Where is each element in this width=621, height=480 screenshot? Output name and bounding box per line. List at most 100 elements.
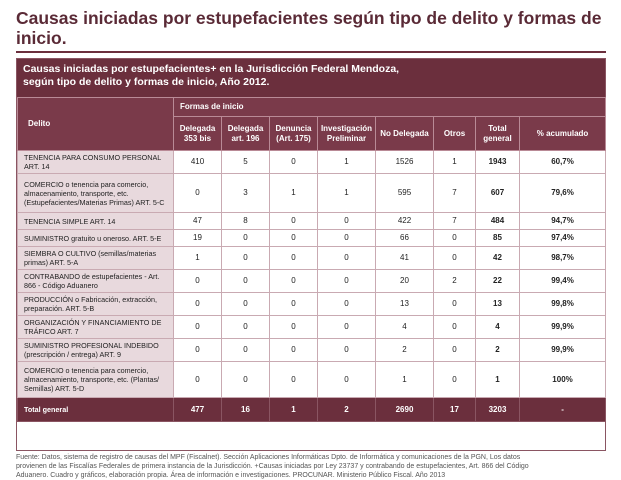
table-cell: 16 xyxy=(221,397,270,422)
title-divider xyxy=(16,51,606,53)
table-cell: 0 xyxy=(221,292,270,316)
table-cell: 0 xyxy=(221,229,270,247)
table-cell: 484 xyxy=(475,212,520,230)
table-frame: Causas iniciadas por estupefacientes+ en… xyxy=(16,58,607,451)
table-cell: 0 xyxy=(269,150,318,174)
table-row: PRODUCCIÓN o Fabricación, extracción, pr… xyxy=(17,292,607,316)
table-cell: 1 xyxy=(269,173,318,213)
table-row: SUMINISTRO gratuito u oneroso. ART. 5-E 1… xyxy=(17,229,607,247)
table-cell: 1 xyxy=(475,361,520,398)
table-cell: 13 xyxy=(475,292,520,316)
row-label: SIEMBRA O CULTIVO (semillas/materias pri… xyxy=(17,246,174,270)
table-cell: 0 xyxy=(433,229,476,247)
table-cell: 66 xyxy=(375,229,434,247)
table-cell: 0 xyxy=(433,361,476,398)
table-cell: 19 xyxy=(173,229,222,247)
table-cell: 1943 xyxy=(475,150,520,174)
table-cell: 99,9% xyxy=(518,338,607,362)
table-cell: 0 xyxy=(173,173,222,213)
table-cell: 1 xyxy=(433,150,476,174)
table-cell: 0 xyxy=(433,292,476,316)
table-row: COMERCIO o tenencia para comercio, almac… xyxy=(17,173,607,213)
table-cell: 0 xyxy=(173,361,222,398)
table-cell: 1 xyxy=(375,361,434,398)
row-label: PRODUCCIÓN o Fabricación, extracción, pr… xyxy=(17,292,174,316)
table-cell: 607 xyxy=(475,173,520,213)
table-cell: 595 xyxy=(375,173,434,213)
table-cell: 0 xyxy=(269,338,318,362)
table-cell: 3 xyxy=(221,173,270,213)
table-row: COMERCIO o tenencia para comercio, almac… xyxy=(17,361,607,398)
table-cell: 8 xyxy=(221,212,270,230)
table-cell: 1 xyxy=(317,150,376,174)
table-cell: 4 xyxy=(375,315,434,339)
col-header: Delegada art. 196 xyxy=(221,116,270,151)
table-cell: 41 xyxy=(375,246,434,270)
table-cell: 47 xyxy=(173,212,222,230)
table-cell: 0 xyxy=(317,338,376,362)
table-cell: 79,6% xyxy=(518,173,607,213)
table-cell: 0 xyxy=(317,315,376,339)
table-cell: 0 xyxy=(269,229,318,247)
table-cell: 2690 xyxy=(375,397,434,422)
col-header: Total general xyxy=(475,116,520,151)
table-cell: 13 xyxy=(375,292,434,316)
col-header: Delegada 353 bis xyxy=(173,116,222,151)
table-cell: 477 xyxy=(173,397,222,422)
table-cell: 0 xyxy=(173,292,222,316)
table-cell: 94,7% xyxy=(518,212,607,230)
table-cell: 0 xyxy=(433,315,476,339)
page-title: Causas iniciadas por estupefacientes seg… xyxy=(16,8,602,48)
table-cell: 410 xyxy=(173,150,222,174)
table-cell: 0 xyxy=(173,315,222,339)
table-cell: 99,4% xyxy=(518,269,607,293)
table-cell: 0 xyxy=(221,361,270,398)
table-cell: 17 xyxy=(433,397,476,422)
row-label: CONTRABANDO de estupefacientes - Art. 86… xyxy=(17,269,174,293)
table-cell: 0 xyxy=(317,361,376,398)
header-formas-de-inicio: Formas de inicio xyxy=(172,97,607,117)
table-row: CONTRABANDO de estupefacientes - Art. 86… xyxy=(17,269,607,293)
table-cell: 0 xyxy=(221,338,270,362)
table-cell: 1 xyxy=(173,246,222,270)
table-row: SIEMBRA O CULTIVO (semillas/materias pri… xyxy=(17,246,607,270)
table-cell: 7 xyxy=(433,212,476,230)
table-cell: 5 xyxy=(221,150,270,174)
row-label: ORGANIZACIÓN Y FINANCIAMIENTO DE TRÁFICO… xyxy=(17,315,174,339)
table-row: TENENCIA PARA CONSUMO PERSONAL ART. 14 41… xyxy=(17,150,607,174)
col-header: % acumulado xyxy=(518,116,607,151)
table-caption-line2: según tipo de delito y formas de inicio,… xyxy=(23,76,270,88)
table-cell: 100% xyxy=(518,361,607,398)
table-cell: 99,8% xyxy=(518,292,607,316)
table-cell: 0 xyxy=(317,246,376,270)
table-row: ORGANIZACIÓN Y FINANCIAMIENTO DE TRÁFICO… xyxy=(17,315,607,339)
table-cell: 1 xyxy=(317,173,376,213)
table-cell: 0 xyxy=(269,212,318,230)
footnote-line1: Fuente: Datos, sistema de registro de ca… xyxy=(16,454,521,461)
table-cell: 0 xyxy=(221,246,270,270)
table-cell: 20 xyxy=(375,269,434,293)
table-cell: 422 xyxy=(375,212,434,230)
footnote: Fuente: Datos, sistema de registro de ca… xyxy=(16,453,606,480)
row-label: Total general xyxy=(17,397,174,422)
table-cell: 0 xyxy=(269,361,318,398)
table-cell: 0 xyxy=(433,246,476,270)
row-label: SUMINISTRO gratuito u oneroso. ART. 5-E xyxy=(17,229,174,247)
table-cell: 2 xyxy=(433,269,476,293)
table-cell: 2 xyxy=(375,338,434,362)
table-cell: 97,4% xyxy=(518,229,607,247)
table-cell: 60,7% xyxy=(518,150,607,174)
table-cell: 0 xyxy=(221,269,270,293)
row-label: SUMINISTRO PROFESIONAL INDEBIDO (prescri… xyxy=(17,338,174,362)
table-cell: 98,7% xyxy=(518,246,607,270)
col-header: Otros xyxy=(433,116,476,151)
table-caption-line1: Causas iniciadas por estupefacientes+ en… xyxy=(23,63,400,75)
table-cell: 3203 xyxy=(475,397,520,422)
row-label: TENENCIA SIMPLE ART. 14 xyxy=(17,212,174,230)
table-cell: 0 xyxy=(269,246,318,270)
table-cell: 4 xyxy=(475,315,520,339)
col-header: Investigación Preliminar xyxy=(317,116,376,151)
table-row: SUMINISTRO PROFESIONAL INDEBIDO (prescri… xyxy=(17,338,607,362)
row-label: COMERCIO o tenencia para comercio, almac… xyxy=(17,361,174,398)
table-cell: 99,9% xyxy=(518,315,607,339)
